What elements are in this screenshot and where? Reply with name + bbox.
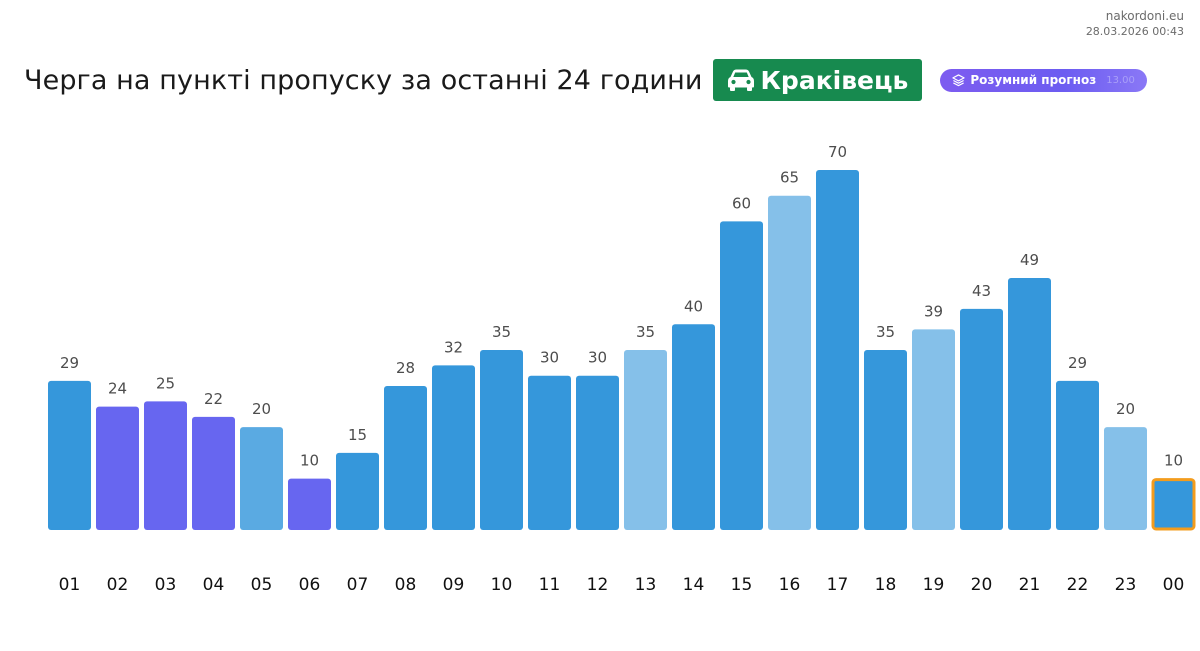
- bar-22[interactable]: [1056, 380, 1099, 530]
- bar-value-label: 30: [588, 349, 607, 367]
- bar-10[interactable]: [480, 350, 523, 530]
- bar-value-label: 43: [972, 282, 991, 300]
- bar-16[interactable]: [768, 195, 811, 530]
- x-tick-label: 12: [587, 575, 609, 595]
- x-tick-label: 21: [1019, 575, 1041, 595]
- checkpoint-badge: Краківець: [712, 59, 923, 101]
- bar-08[interactable]: [384, 386, 427, 530]
- bar-value-label: 15: [348, 426, 367, 444]
- bar-19[interactable]: [912, 329, 955, 530]
- x-tick-label: 10: [491, 575, 513, 595]
- x-tick-label: 16: [779, 575, 801, 595]
- site-domain[interactable]: nakordoni.eu: [1105, 9, 1184, 23]
- bar-value-label: 20: [1116, 400, 1135, 418]
- x-tick-label: 13: [635, 575, 657, 595]
- x-tick-label: 04: [203, 575, 225, 595]
- x-tick-label: 09: [443, 575, 465, 595]
- x-tick-label: 05: [251, 575, 273, 595]
- bar-06[interactable]: [288, 478, 331, 530]
- bar-value-label: 39: [924, 302, 943, 320]
- x-tick-label: 23: [1115, 575, 1137, 595]
- bar-value-label: 49: [1020, 251, 1039, 269]
- bar-20[interactable]: [960, 308, 1003, 530]
- bar-04[interactable]: [192, 416, 235, 530]
- bar-value-label: 60: [732, 194, 751, 212]
- bar-13[interactable]: [624, 350, 667, 530]
- bar-value-label: 32: [444, 338, 463, 356]
- bar-05[interactable]: [240, 427, 283, 530]
- bar-21[interactable]: [1008, 278, 1051, 530]
- bar-01[interactable]: [48, 380, 91, 530]
- bar-03[interactable]: [144, 401, 187, 530]
- car-icon: [727, 69, 754, 91]
- x-tick-label: 18: [875, 575, 897, 595]
- bar-value-label: 10: [1164, 452, 1183, 470]
- bar-value-label: 70: [828, 143, 847, 161]
- x-tick-label: 06: [299, 575, 321, 595]
- bar-value-label: 25: [156, 374, 175, 392]
- x-tick-label: 07: [347, 575, 369, 595]
- bar-value-label: 65: [780, 169, 799, 187]
- bar-15[interactable]: [720, 221, 763, 530]
- x-tick-label: 14: [683, 575, 705, 595]
- bar-14[interactable]: [672, 324, 715, 530]
- x-tick-label: 22: [1067, 575, 1089, 595]
- smart-forecast-hint: 13.00: [1106, 74, 1135, 86]
- bar-value-label: 24: [108, 380, 127, 398]
- bar-value-label: 40: [684, 297, 703, 315]
- bar-00[interactable]: [1151, 478, 1196, 531]
- checkpoint-name: Краківець: [760, 65, 909, 95]
- bar-value-label: 35: [636, 323, 655, 341]
- x-tick-label: 11: [539, 575, 561, 595]
- bar-12[interactable]: [576, 375, 619, 530]
- chart-header: Черга на пункті пропуску за останні 24 г…: [24, 59, 1147, 101]
- generated-datetime: 28.03.2026 00:43: [1085, 25, 1184, 38]
- x-tick-label: 00: [1163, 575, 1185, 595]
- smart-forecast-label: Розумний прогноз: [970, 73, 1097, 87]
- bar-value-label: 22: [204, 390, 223, 408]
- bar-11[interactable]: [528, 375, 571, 530]
- x-tick-label: 02: [107, 575, 129, 595]
- bar-07[interactable]: [336, 452, 379, 530]
- site-meta: nakordoni.eu 28.03.2026 00:43: [1086, 8, 1184, 40]
- bar-value-label: 28: [396, 359, 415, 377]
- bar-value-label: 35: [492, 323, 511, 341]
- bar-09[interactable]: [432, 365, 475, 530]
- bar-value-label: 29: [60, 354, 79, 372]
- x-tick-label: 15: [731, 575, 753, 595]
- x-tick-label: 08: [395, 575, 417, 595]
- x-tick-label: 19: [923, 575, 945, 595]
- bar-18[interactable]: [864, 350, 907, 530]
- bar-value-label: 30: [540, 349, 559, 367]
- page-title: Черга на пункті пропуску за останні 24 г…: [24, 64, 703, 96]
- bar-value-label: 10: [300, 452, 319, 470]
- bar-value-label: 35: [876, 323, 895, 341]
- bar-value-label: 29: [1068, 354, 1087, 372]
- bar-23[interactable]: [1104, 427, 1147, 530]
- x-tick-label: 03: [155, 575, 177, 595]
- bar-17[interactable]: [816, 170, 859, 530]
- layers-icon: [952, 73, 966, 86]
- smart-forecast-button[interactable]: Розумний прогноз 13.00: [940, 68, 1147, 92]
- bar-02[interactable]: [96, 406, 139, 530]
- bar-value-label: 20: [252, 400, 271, 418]
- x-tick-label: 20: [971, 575, 993, 595]
- x-tick-label: 01: [59, 575, 81, 595]
- x-tick-label: 17: [827, 575, 849, 595]
